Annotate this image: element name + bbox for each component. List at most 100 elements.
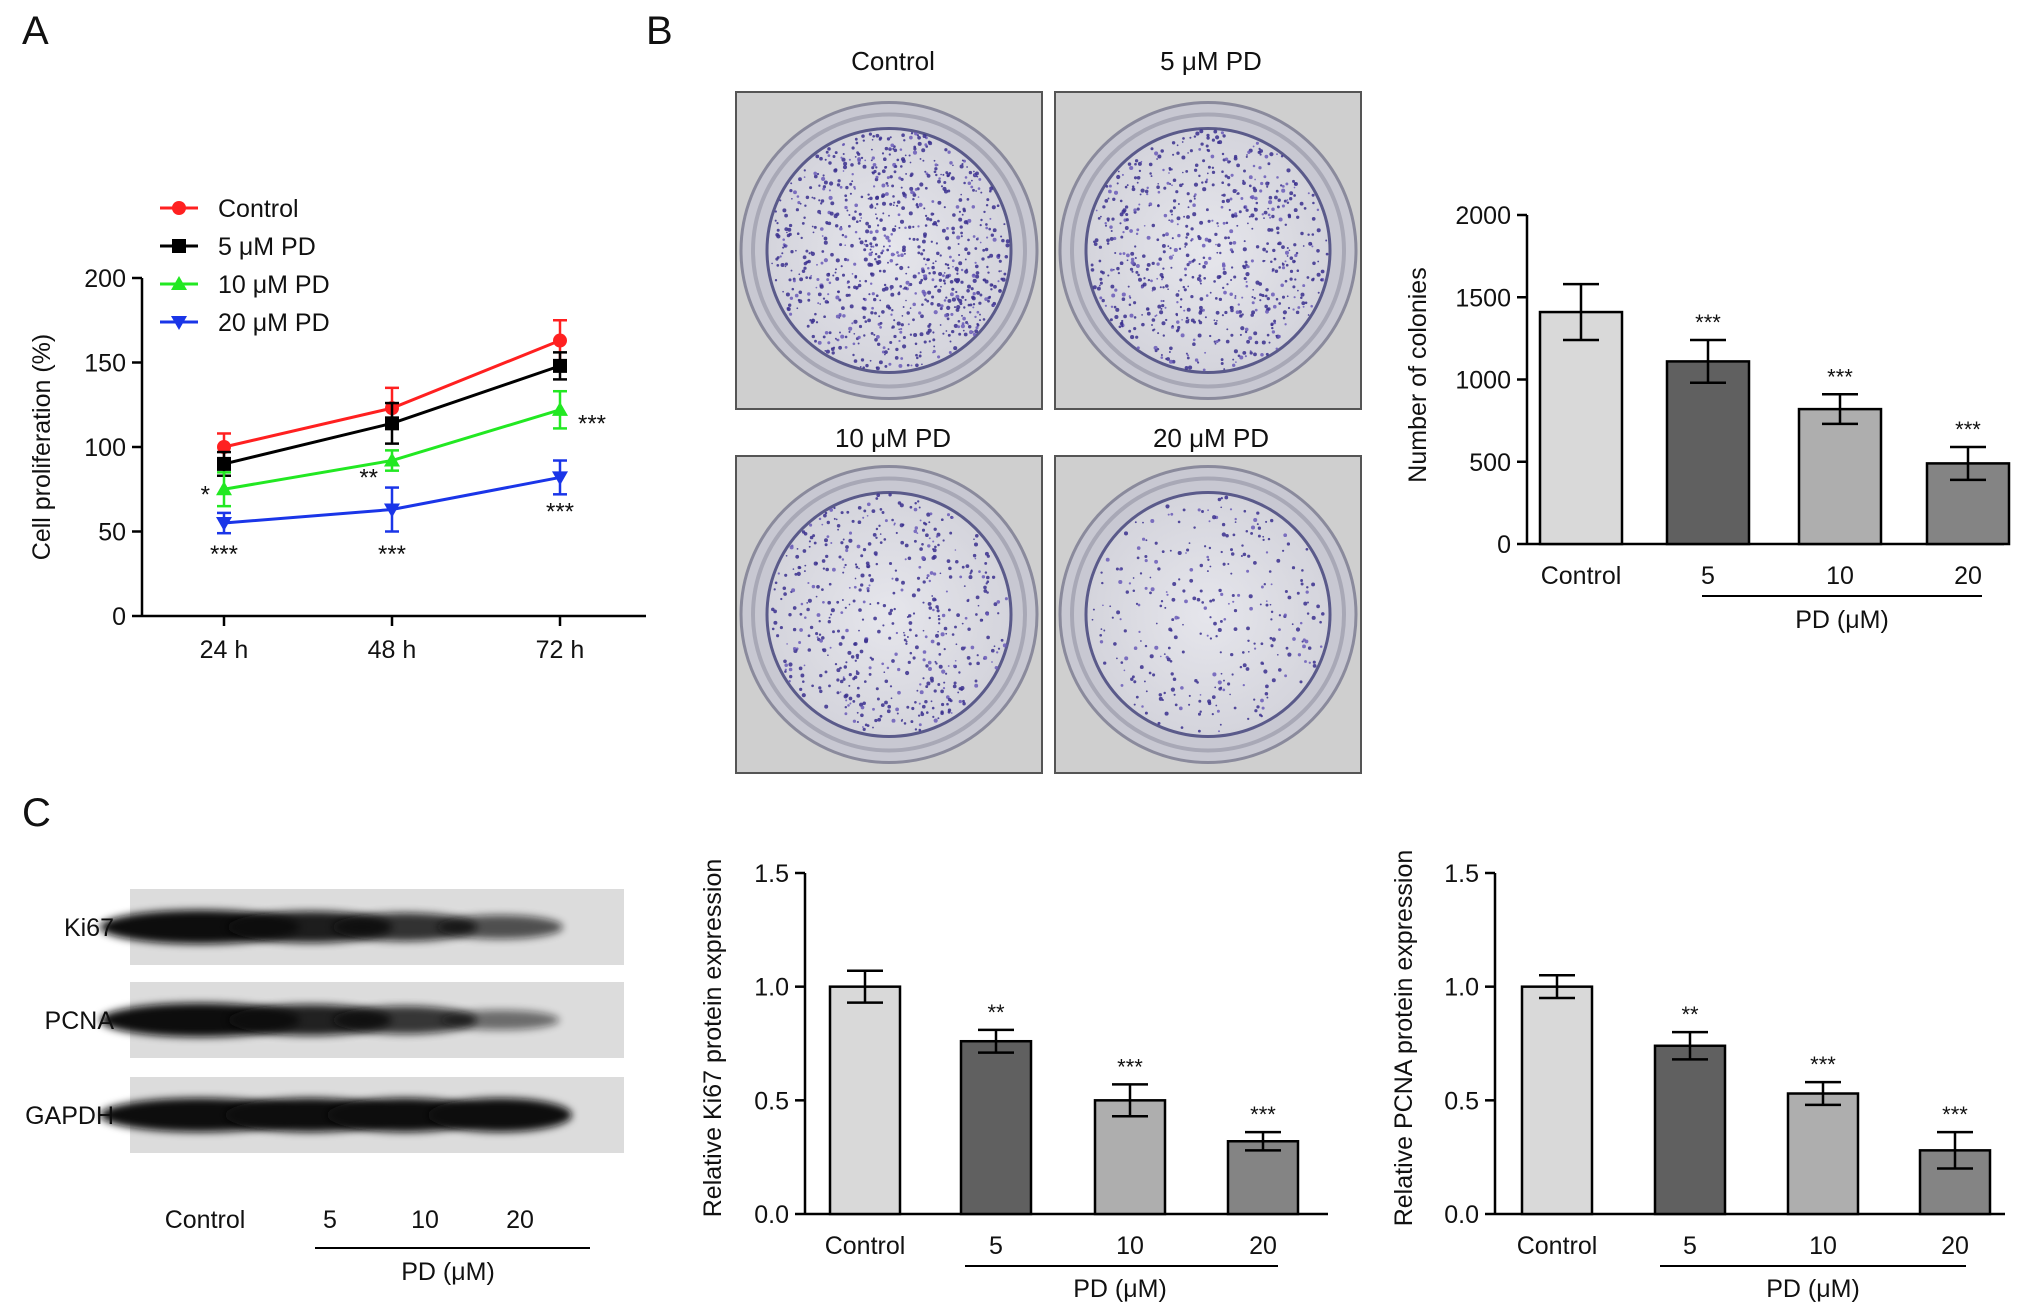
y-tick-label: 200 (84, 265, 126, 293)
blot-band (440, 1010, 560, 1030)
data-point (384, 452, 400, 467)
bar-chart-colonies: Number of colonies 0 500 1000 1500 2000 Contr… (1404, 202, 2011, 634)
data-point (216, 517, 232, 532)
colony-plate-image (735, 91, 1043, 410)
dish-ring (1070, 112, 1346, 389)
x-tick-label: 5 (989, 1232, 1003, 1260)
data-point (553, 358, 567, 373)
legend-marker (172, 201, 186, 215)
series-2 (216, 389, 568, 508)
y-axis-label: Number of colonies (1404, 267, 1432, 482)
bar (1538, 310, 1624, 546)
bar (1520, 985, 1594, 1216)
data-point (216, 481, 232, 496)
x-tick-label: Control (825, 1232, 906, 1260)
data-point (553, 333, 567, 348)
dish-well (1084, 491, 1332, 738)
plate-label-10um: 10 μM PD (835, 423, 951, 453)
colonies (1091, 495, 1325, 733)
data-point (217, 456, 231, 471)
dish-ring (751, 476, 1027, 753)
blot-lane-label: 5 (323, 1206, 337, 1234)
bar (828, 985, 902, 1216)
significance-label: *** (1250, 1102, 1276, 1127)
y-tick-label: 0.5 (754, 1087, 789, 1115)
bar (1797, 407, 1883, 546)
group-label: PD (μM) (401, 1258, 495, 1286)
legend: Control 5 μM PD 10 μM PD 20 μM PD (160, 195, 330, 337)
significance-label: *** (1117, 1054, 1143, 1079)
group-label: PD (μM) (1073, 1275, 1167, 1303)
y-tick-label: 2000 (1455, 202, 1511, 230)
data-point (384, 503, 400, 518)
data-point (552, 471, 568, 486)
significance-label: * (201, 482, 210, 509)
y-tick-label: 0 (1497, 531, 1511, 559)
y-tick-label: 1.0 (1444, 974, 1479, 1002)
bar (959, 1039, 1033, 1216)
significance-label: ** (987, 1000, 1005, 1025)
data-point (385, 416, 399, 431)
blot-band (332, 1006, 478, 1034)
x-tick-label: Control (1517, 1232, 1598, 1260)
y-tick-label: 0.0 (1444, 1201, 1479, 1229)
y-tick-label: 150 (84, 350, 126, 378)
significance-label: ** (359, 465, 378, 492)
significance-label: *** (578, 411, 606, 438)
y-tick-label: 0.0 (754, 1201, 789, 1229)
legend-item: 5 μM PD (160, 233, 316, 261)
x-tick-label: Control (1541, 562, 1622, 590)
legend-item: Control (160, 195, 299, 223)
significance-label: *** (1810, 1052, 1836, 1077)
colony-plate-image (1054, 455, 1362, 774)
y-tick-label: 0.5 (1444, 1087, 1479, 1115)
y-tick-label: 500 (1469, 449, 1511, 477)
y-axis-label: Cell proliferation (%) (28, 334, 56, 560)
legend-marker (171, 276, 187, 290)
bar-chart-pcna: Relative PCNA protein expression 0.0 0.5 1… (1390, 850, 2005, 1303)
x-tick-label: 48 h (368, 636, 417, 664)
blot-lane-label: Control (165, 1206, 246, 1234)
x-tick-label: 5 (1701, 562, 1715, 590)
data-point (552, 401, 568, 416)
colony-plate-image (735, 455, 1043, 774)
legend-label: 20 μM PD (218, 309, 330, 337)
legend-item: 20 μM PD (160, 309, 330, 337)
significance-label: *** (1695, 310, 1721, 335)
panel-label-c: C (22, 791, 51, 835)
blot-band (437, 915, 563, 939)
legend-label: Control (218, 195, 299, 223)
colonies (771, 131, 1010, 371)
x-tick-label: 20 (1954, 562, 1982, 590)
dish-ring (751, 112, 1027, 389)
x-tick-label: 20 (1941, 1232, 1969, 1260)
bar (1786, 1092, 1860, 1216)
x-tick-label: 10 (1809, 1232, 1837, 1260)
significance-label: *** (1942, 1102, 1968, 1127)
blot-band (428, 1098, 572, 1132)
x-tick-label: 24 h (200, 636, 249, 664)
series-1 (217, 351, 567, 477)
colonies (1090, 129, 1329, 372)
data-point (217, 440, 231, 454)
x-tick-label: 5 (1683, 1232, 1697, 1260)
legend-marker (172, 239, 186, 253)
dish-ring (1070, 476, 1346, 753)
bar (1653, 1044, 1727, 1216)
blot-lane-label: 20 (506, 1206, 534, 1234)
y-axis-label: Relative PCNA protein expression (1390, 850, 1418, 1227)
significance-label: *** (1827, 364, 1853, 389)
x-tick-label: 10 (1826, 562, 1854, 590)
bar (1226, 1140, 1300, 1216)
bar (1665, 360, 1751, 546)
group-label: PD (μM) (1766, 1275, 1860, 1303)
blot-row-label: GAPDH (25, 1102, 114, 1130)
y-tick-label: 1500 (1455, 284, 1511, 312)
dish-well (765, 127, 1013, 374)
x-tick-label: 20 (1249, 1232, 1277, 1260)
colonies (771, 493, 1008, 732)
colony-plate-image (1054, 91, 1362, 410)
significance-label: ** (1681, 1002, 1699, 1027)
y-tick-label: 1000 (1455, 367, 1511, 395)
